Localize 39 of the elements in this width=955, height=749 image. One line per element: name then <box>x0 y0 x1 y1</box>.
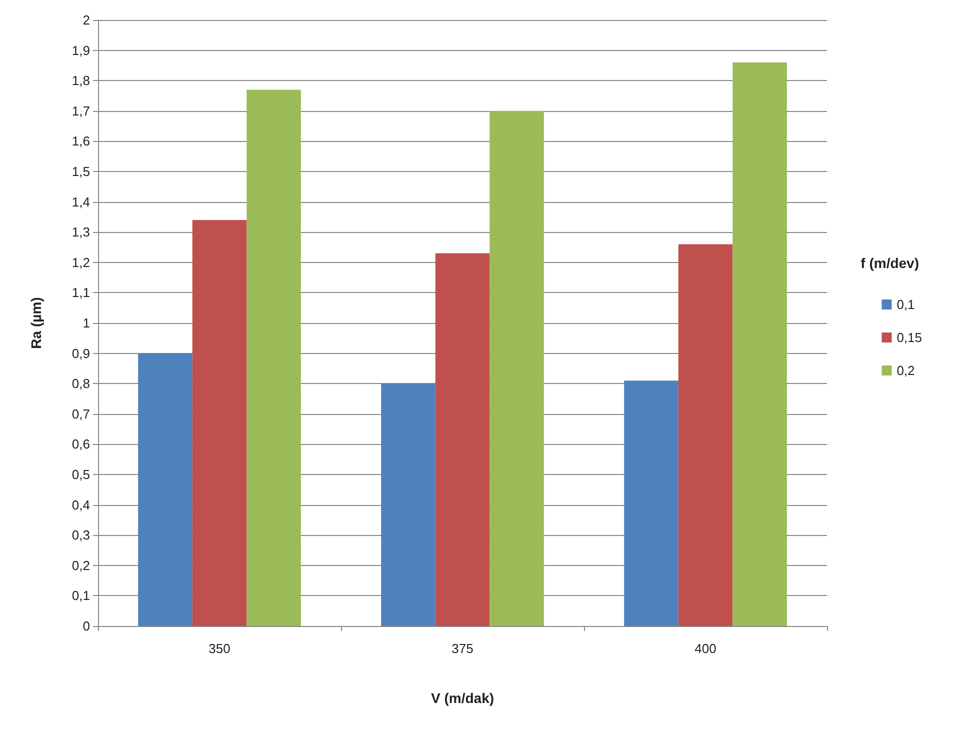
bar <box>138 353 192 626</box>
y-tick-label: 1,8 <box>72 73 90 88</box>
bar <box>490 110 544 626</box>
bar <box>678 244 733 626</box>
y-tick-label: 0 <box>82 618 90 634</box>
x-tick-label: 375 <box>452 641 474 656</box>
legend-title: f (m/dev) <box>860 255 920 271</box>
y-tick-label: 1,1 <box>72 285 90 300</box>
y-tick-label: 2 <box>82 12 90 28</box>
legend-label: 0,15 <box>896 330 922 345</box>
legend-label: 0,1 <box>896 297 915 312</box>
x-tick-label: 350 <box>208 641 230 656</box>
y-tick-label: 1,9 <box>72 42 90 58</box>
y-tick-label: 1,6 <box>72 134 90 149</box>
bar <box>246 90 301 626</box>
y-tick-label: 0,7 <box>72 406 90 422</box>
y-tick-label: 0,3 <box>72 528 90 543</box>
y-tick-label: 0,1 <box>72 588 90 604</box>
y-tick-label: 1,4 <box>72 194 90 210</box>
y-tick-label: 0,2 <box>72 558 90 573</box>
y-tick-label: 1,3 <box>72 224 90 240</box>
x-tick-label: 400 <box>694 641 716 656</box>
y-tick-label: 0,9 <box>72 346 90 361</box>
y-tick-label: 1 <box>82 316 90 330</box>
bar <box>624 380 678 626</box>
x-axis-title: V (m/dak) <box>430 690 494 706</box>
bar <box>192 220 247 626</box>
y-tick-label: 1,2 <box>72 254 90 270</box>
bar <box>732 62 787 626</box>
y-tick-label: 0,4 <box>72 497 90 512</box>
y-tick-label: 1,5 <box>72 164 90 179</box>
y-axis-title: Ra (µm) <box>28 297 44 349</box>
bar <box>381 384 436 626</box>
y-tick-label: 0,6 <box>72 436 90 452</box>
bar <box>435 253 490 626</box>
y-tick-label: 0,5 <box>72 467 90 482</box>
y-tick-label: 0,8 <box>72 376 90 392</box>
y-tick-label: 1,7 <box>72 103 90 118</box>
legend-label: 0,2 <box>896 363 915 378</box>
